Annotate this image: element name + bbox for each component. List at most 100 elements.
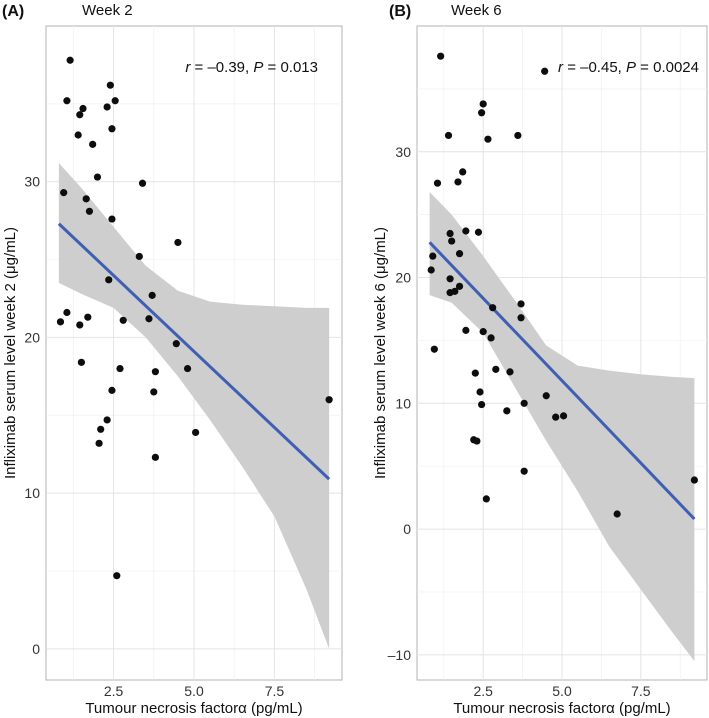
panel-b-data-point bbox=[462, 227, 470, 235]
panel-b-y-tick-label: 30 bbox=[395, 144, 411, 160]
panel-a-x-ticks: 2.5 5.0 7.5 bbox=[104, 683, 285, 699]
panel-a-y-tick-label: 30 bbox=[24, 174, 40, 190]
panel-a-data-point bbox=[325, 396, 333, 404]
panel-b-y-tick-label: 10 bbox=[395, 395, 411, 411]
panel-a-data-point bbox=[138, 179, 147, 187]
panel-a-data-point bbox=[66, 56, 74, 64]
panel-b-annotation-r: r bbox=[558, 59, 564, 76]
panel-b-data-point bbox=[459, 168, 467, 176]
panel-b-data-point bbox=[484, 135, 492, 143]
panel-b-x-tick-label: 2.5 bbox=[473, 683, 493, 699]
panel-a-data-point bbox=[111, 97, 119, 105]
panel-a-data-point bbox=[63, 308, 71, 317]
panel-b-data-point bbox=[542, 392, 550, 400]
panel-b-regression-layer bbox=[428, 241, 696, 521]
panel-a-label: (A) bbox=[2, 3, 24, 20]
panel-b-data-point bbox=[455, 250, 464, 258]
panel-b-data-point bbox=[520, 467, 528, 475]
panel-a-data-point bbox=[77, 358, 85, 366]
panel-b-data-point bbox=[437, 52, 445, 60]
panel-a-data-point bbox=[84, 313, 92, 321]
panel-b-regression-line bbox=[428, 241, 696, 521]
panel-a-data-point bbox=[82, 195, 90, 203]
panel-b-label: (B) bbox=[389, 3, 411, 20]
panel-a-y-tick-label: 10 bbox=[24, 485, 40, 501]
panel-b-data-point bbox=[429, 252, 437, 260]
panel-a-confidence-band-layer bbox=[58, 163, 330, 649]
panel-a-annotation: r = –0.39, P = 0.013 bbox=[185, 59, 318, 76]
panel-a-data-point bbox=[103, 103, 111, 111]
panel-b-data-point bbox=[427, 266, 435, 274]
panel-b-data-point bbox=[559, 412, 568, 420]
panel-a-regression-layer bbox=[57, 222, 331, 481]
panel-b-data-point bbox=[479, 100, 487, 108]
panel-a-x-tick-label: 2.5 bbox=[104, 683, 124, 699]
panel-b-y-tick-label: –10 bbox=[388, 647, 412, 663]
panel-a-data-point bbox=[145, 315, 153, 323]
panel-a-data-point bbox=[183, 364, 192, 373]
panel-b-y-ticks: –10 0 10 20 30 bbox=[388, 144, 412, 663]
panel-b-data-point bbox=[471, 369, 479, 377]
panel-a-data-point bbox=[106, 81, 114, 89]
panel-b-data-point bbox=[454, 178, 462, 186]
panel-b-data-point bbox=[473, 437, 481, 445]
panel-a-data-point bbox=[56, 318, 65, 326]
panel-a-annotation-r-value: = –0.39, bbox=[190, 59, 253, 76]
panel-a-data-point bbox=[119, 316, 127, 324]
panel-b-y-tick-label: 20 bbox=[395, 270, 411, 286]
panel-a-data-point bbox=[151, 368, 159, 376]
panel-b-x-tick-label: 5.0 bbox=[552, 683, 572, 699]
panel-a-data-point bbox=[192, 428, 200, 437]
panel-a-x-tick-label: 7.5 bbox=[265, 683, 285, 699]
panel-b-data-point bbox=[506, 368, 514, 376]
panel-a-data-point bbox=[74, 131, 82, 139]
panel-b-data-point bbox=[474, 228, 483, 236]
panel-b-data-point bbox=[503, 407, 511, 415]
panel-a-data-point bbox=[79, 104, 87, 113]
panel-b-data-point bbox=[690, 476, 698, 484]
panel-b-annotation-p-value: = 0.0024 bbox=[636, 59, 699, 76]
panel-a-data-point bbox=[135, 252, 143, 261]
panel-b-data-point bbox=[541, 67, 549, 75]
panel-b-title: Week 6 bbox=[451, 2, 502, 19]
panel-b-data-point bbox=[487, 334, 495, 342]
panel-b-points bbox=[427, 52, 698, 518]
panel-a-data-point bbox=[93, 173, 102, 181]
panel-a-x-axis-label: Tumour necrosis factorα (pg/mL) bbox=[85, 700, 302, 717]
panel-a-data-point bbox=[76, 111, 84, 119]
panel-a-points bbox=[56, 56, 333, 580]
panel-b-data-point bbox=[514, 131, 522, 140]
panel-b-data-point bbox=[444, 131, 453, 140]
panel-b-annotation: r = –0.45, P = 0.0024 bbox=[558, 59, 699, 76]
panel-a-y-ticks: 0 10 20 30 bbox=[24, 174, 40, 657]
panel-b-annotation-p: P bbox=[626, 59, 636, 76]
panel-a-data-point bbox=[76, 321, 84, 329]
panel-a-data-point bbox=[108, 386, 116, 394]
panel-a-data-point bbox=[103, 416, 111, 424]
panel-b-data-point bbox=[455, 282, 464, 290]
panel-b-annotation-r-value: = –0.45, bbox=[563, 59, 626, 76]
panel-a-x-tick-label: 5.0 bbox=[184, 683, 204, 699]
panel-a-data-point bbox=[113, 572, 121, 580]
panel-a-annotation-p-value: = 0.013 bbox=[263, 59, 318, 76]
panel-a-data-point bbox=[97, 425, 105, 433]
panel-b-data-point bbox=[462, 326, 470, 334]
panel-a: (A) Week 2 0 10 20 30 2.5 5.0 7.5 r = –0.39, … bbox=[2, 2, 343, 717]
panel-a-data-point bbox=[63, 97, 71, 105]
panel-b-y-tick-label: 0 bbox=[403, 521, 411, 537]
panel-a-data-point bbox=[172, 340, 180, 348]
panel-b-x-ticks: 2.5 5.0 7.5 bbox=[473, 683, 650, 699]
panel-a-data-point bbox=[108, 215, 116, 223]
panel-b-data-point bbox=[517, 314, 525, 322]
panel-a-y-axis-label: Infliximab serum level week 2 (μg/mL) bbox=[2, 227, 19, 479]
panel-b-data-point bbox=[520, 399, 528, 407]
panel-b-data-point bbox=[476, 388, 484, 396]
panel-b-data-point bbox=[446, 229, 454, 238]
panel-a-y-tick-label: 20 bbox=[24, 329, 40, 345]
panel-a-data-point bbox=[150, 388, 158, 396]
panel-b-data-point bbox=[517, 300, 525, 308]
panel-b-data-point bbox=[448, 237, 456, 245]
panel-b-data-point bbox=[552, 413, 560, 421]
panel-a-data-point bbox=[95, 439, 103, 447]
panel-a-confidence-band bbox=[58, 163, 330, 649]
